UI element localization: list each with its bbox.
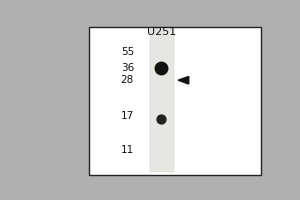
Text: 11: 11 <box>121 145 134 155</box>
Text: 17: 17 <box>121 111 134 121</box>
Text: 36: 36 <box>121 63 134 73</box>
Text: U251: U251 <box>147 27 176 37</box>
FancyBboxPatch shape <box>150 29 173 172</box>
Text: 28: 28 <box>121 75 134 85</box>
Text: 55: 55 <box>121 47 134 57</box>
Point <box>159 117 164 120</box>
Point <box>159 66 164 69</box>
FancyBboxPatch shape <box>89 27 261 175</box>
Polygon shape <box>178 76 189 84</box>
